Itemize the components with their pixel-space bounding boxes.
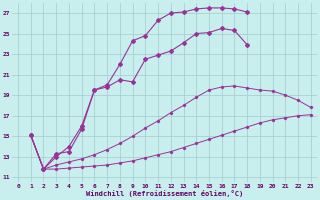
X-axis label: Windchill (Refroidissement éolien,°C): Windchill (Refroidissement éolien,°C) <box>86 190 243 197</box>
